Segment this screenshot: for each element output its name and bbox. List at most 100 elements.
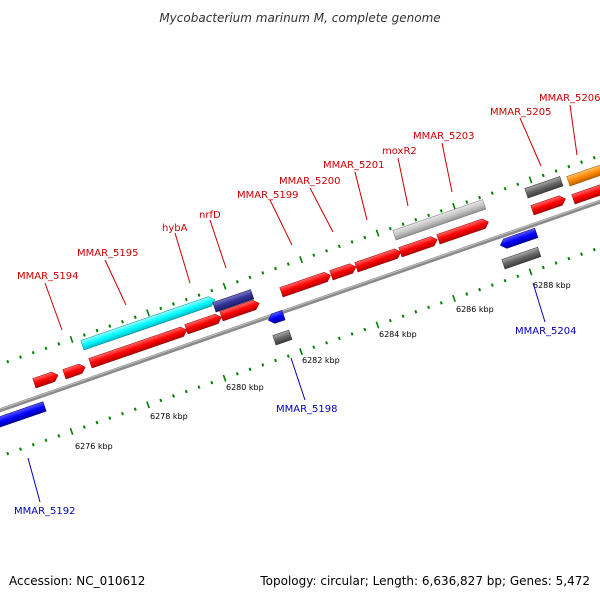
- minor-tick: [19, 447, 22, 451]
- minor-tick: [427, 305, 431, 310]
- minor-tick: [108, 416, 112, 420]
- minor-tick: [490, 283, 494, 287]
- gene-mmar-5204-gray[interactable]: [501, 246, 542, 270]
- minor-tick: [478, 195, 482, 200]
- gene-mmar-5194[interactable]: [32, 370, 60, 389]
- label-hyba[interactable]: hybA: [162, 223, 188, 234]
- minor-tick: [121, 411, 124, 416]
- minor-tick: [503, 186, 507, 191]
- gene-hyba[interactable]: [184, 312, 223, 335]
- gene-moxr2-lightgray[interactable]: [392, 199, 487, 241]
- scale-labels: 6276 kbp 6278 kbp 6280 kbp 6282 kbp 6284…: [75, 281, 571, 451]
- minor-tick: [465, 292, 469, 296]
- minor-tick: [554, 261, 558, 265]
- minor-tick: [44, 438, 48, 443]
- gene-mmar-5198-gray[interactable]: [272, 329, 293, 346]
- gene-nrfd-navy[interactable]: [212, 289, 255, 313]
- minor-tick: [414, 309, 418, 314]
- scale-label-6280kbp: 6280 kbp: [226, 383, 264, 392]
- label-mmar-5194[interactable]: MMAR_5194: [17, 271, 79, 282]
- accession-text: Accession: NC_010612: [9, 574, 145, 588]
- label-mmar-5204[interactable]: MMAR_5204: [515, 326, 577, 337]
- minor-tick: [567, 256, 571, 261]
- minor-tick: [108, 324, 112, 328]
- gene-mmar-5201[interactable]: [354, 247, 403, 273]
- label-mmar-5199[interactable]: MMAR_5199: [237, 190, 299, 201]
- label-mmar-5205[interactable]: MMAR_5205: [490, 107, 552, 118]
- minor-tick: [95, 328, 99, 333]
- gene-mmar-5206[interactable]: [571, 182, 600, 205]
- scale-label-6286kbp: 6286 kbp: [456, 305, 494, 314]
- gene-mmar-5198[interactable]: [267, 310, 286, 325]
- gene-mmar-5206-orange[interactable]: [566, 163, 600, 187]
- major-tick: [299, 256, 303, 264]
- gene-mmar-5205-gray[interactable]: [524, 176, 564, 199]
- gene-labels: MMAR_5194 MMAR_5195 hybA nrfD MMAR_5199 …: [14, 93, 600, 517]
- label-moxr2[interactable]: moxR2: [382, 146, 417, 157]
- minor-tick: [541, 173, 545, 178]
- major-tick: [528, 268, 533, 276]
- label-mmar-5206[interactable]: MMAR_5206: [539, 93, 600, 104]
- minor-tick: [133, 315, 137, 320]
- minor-tick: [82, 425, 86, 429]
- minor-tick: [172, 394, 175, 398]
- minor-tick: [465, 200, 469, 204]
- minor-tick: [57, 434, 61, 438]
- scale-label-6284kbp: 6284 kbp: [379, 330, 417, 339]
- gene-mmar-5195[interactable]: [88, 325, 189, 369]
- gene-mmar-5205[interactable]: [530, 194, 567, 216]
- minor-tick: [95, 420, 99, 425]
- gene-mmar-5199[interactable]: [279, 271, 332, 298]
- minor-tick: [210, 380, 214, 385]
- gene-moxr2[interactable]: [398, 235, 439, 258]
- minor-tick: [31, 350, 35, 355]
- minor-tick: [197, 293, 201, 297]
- major-tick: [452, 202, 456, 211]
- minor-tick: [312, 345, 316, 349]
- major-tick: [375, 321, 380, 329]
- gene-mmar-5203[interactable]: [436, 217, 490, 245]
- label-mmar-5200[interactable]: MMAR_5200: [279, 176, 341, 187]
- minor-tick: [516, 182, 520, 187]
- leader-hyba: [174, 232, 191, 284]
- label-nrfd[interactable]: nrfD: [199, 210, 221, 221]
- minor-tick: [312, 253, 316, 257]
- leader-mmar-5203: [441, 142, 453, 193]
- gene-nrfd[interactable]: [219, 299, 261, 322]
- label-mmar-5201[interactable]: MMAR_5201: [323, 160, 385, 171]
- minor-tick: [325, 249, 328, 253]
- genome-backbone: [0, 199, 600, 413]
- scale-label-6276kbp: 6276 kbp: [75, 442, 113, 451]
- minor-tick: [388, 226, 392, 231]
- label-mmar-5203[interactable]: MMAR_5203: [413, 131, 475, 142]
- label-mmar-5195[interactable]: MMAR_5195: [77, 248, 139, 259]
- gene-hyba-cyan[interactable]: [80, 295, 217, 351]
- major-tick: [528, 176, 533, 184]
- minor-tick: [363, 235, 367, 240]
- minor-tick: [133, 407, 137, 412]
- label-mmar-5198[interactable]: MMAR_5198: [276, 404, 338, 415]
- minor-tick: [580, 252, 584, 256]
- minor-tick: [503, 278, 507, 283]
- tick-tracks: [6, 155, 596, 456]
- minor-tick: [516, 274, 520, 279]
- minor-tick: [286, 262, 290, 266]
- leader-mmar-5204: [532, 282, 546, 323]
- label-mmar-5192[interactable]: MMAR_5192: [14, 506, 76, 517]
- minor-tick: [121, 319, 124, 324]
- leader-mmar-5198: [290, 357, 306, 401]
- scale-label-6288kbp: 6288 kbp: [533, 281, 571, 290]
- major-tick: [146, 401, 150, 409]
- gene-mmar-5195-a[interactable]: [62, 362, 87, 380]
- inner-tick-track: [6, 247, 596, 456]
- leader-mmar-5205: [519, 117, 542, 167]
- minor-tick: [44, 346, 48, 351]
- minor-tick: [159, 306, 163, 311]
- gene-mmar-5192[interactable]: [0, 401, 47, 434]
- label-leader-lines: [27, 104, 578, 503]
- major-tick: [146, 309, 150, 317]
- minor-tick: [235, 372, 239, 376]
- gene-mmar-5200[interactable]: [329, 262, 358, 281]
- gene-mmar-5204[interactable]: [499, 227, 539, 250]
- minor-tick: [567, 164, 571, 169]
